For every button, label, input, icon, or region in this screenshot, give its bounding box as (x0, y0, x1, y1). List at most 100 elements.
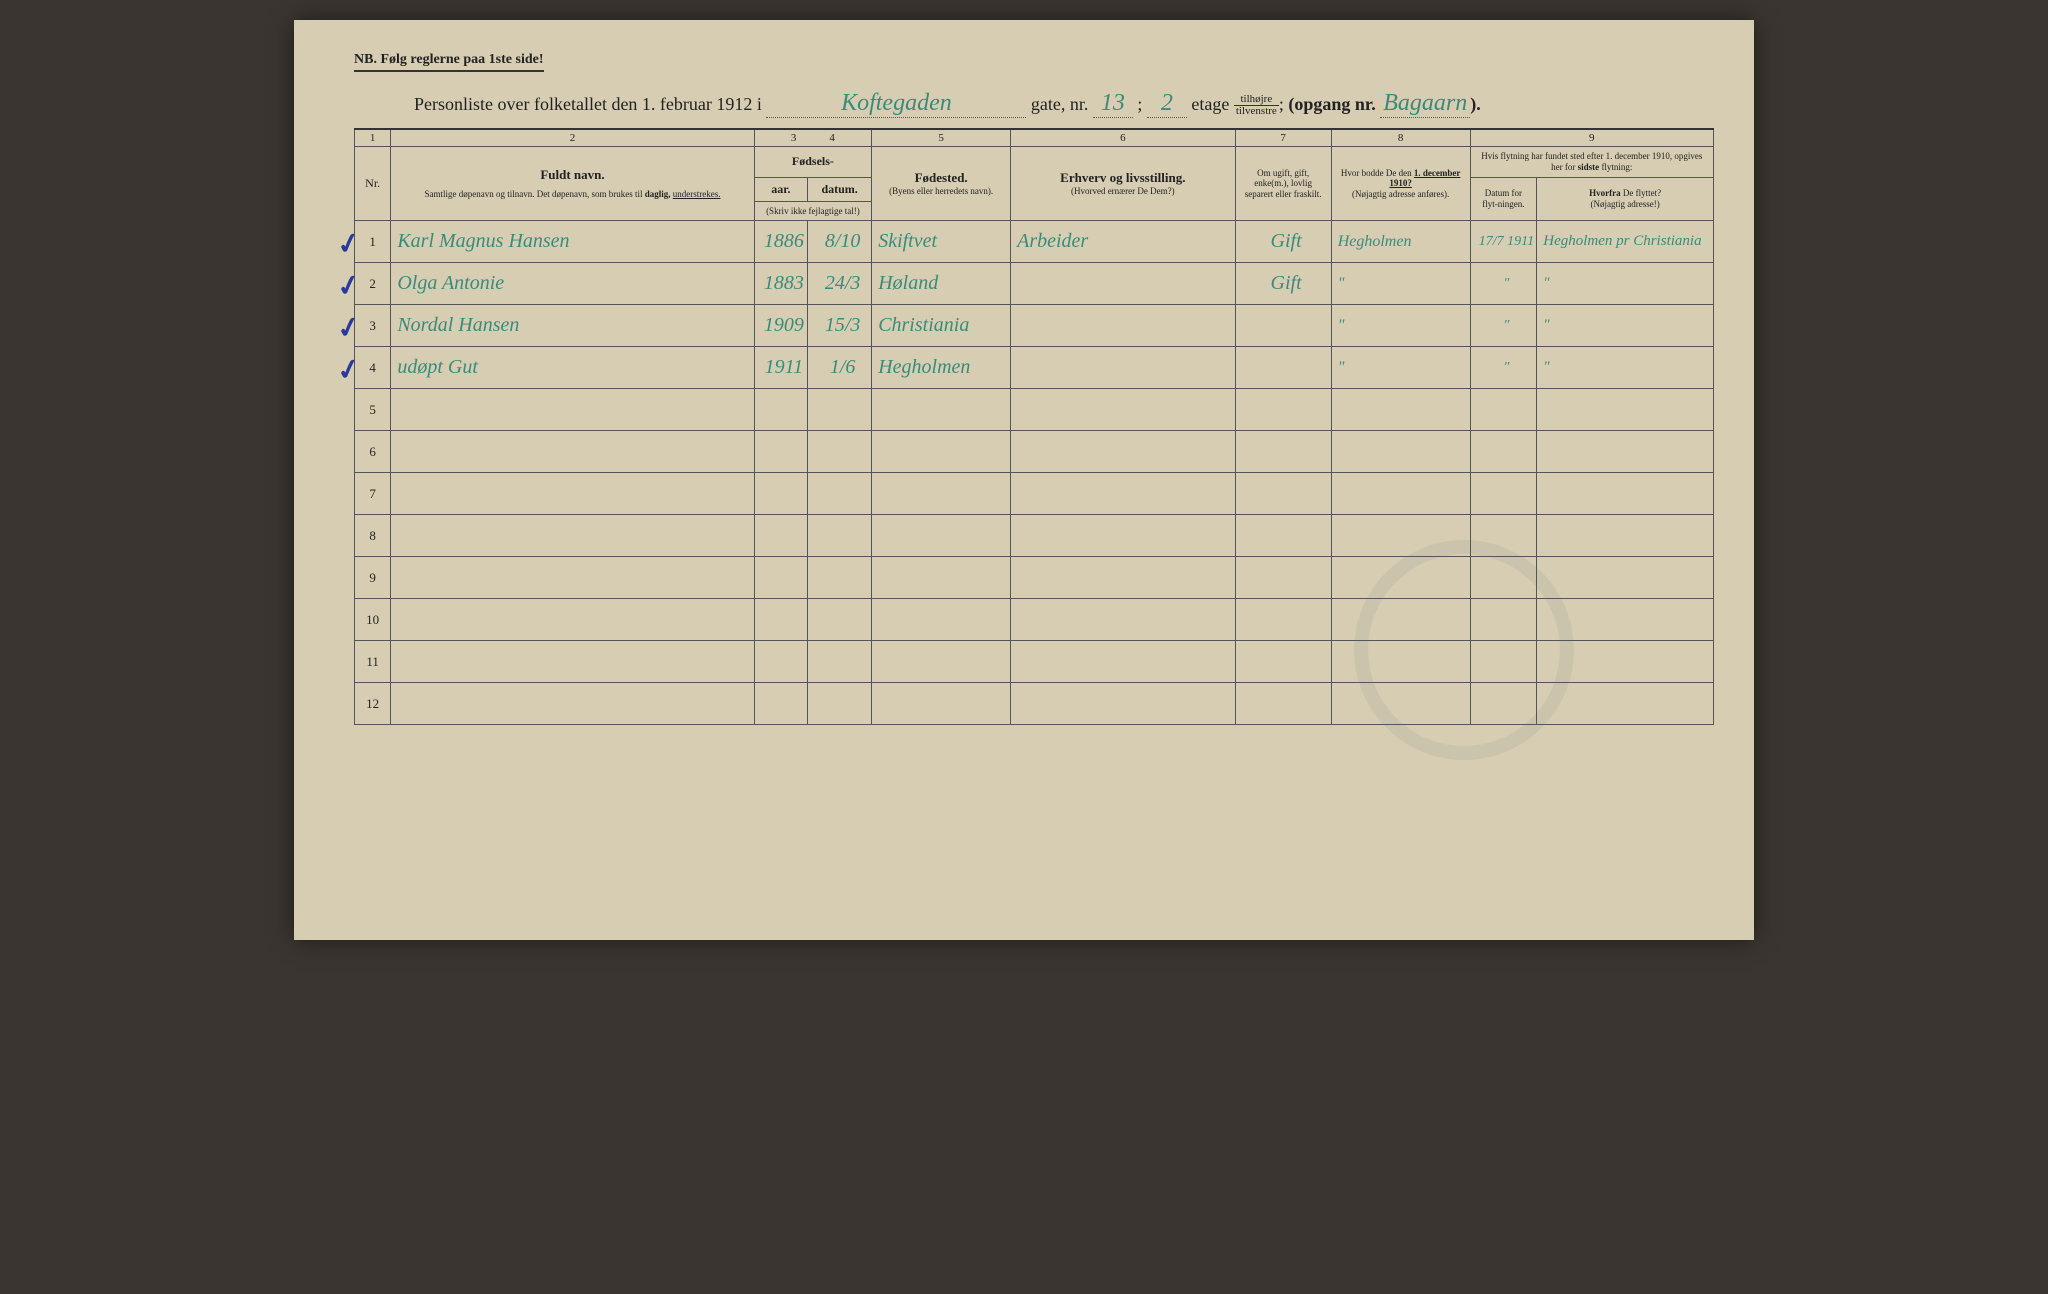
cell-moved-date: " (1470, 263, 1537, 305)
header-nr: Nr. (355, 147, 391, 221)
census-form-page: NB. Følg reglerne paa 1ste side! Personl… (294, 20, 1754, 940)
row-number: 11 (355, 641, 391, 683)
col-num-7: 7 (1235, 129, 1331, 147)
table-body: ✓1Karl Magnus Hansen18868/10SkiftvetArbe… (355, 221, 1714, 725)
col-num-9: 9 (1470, 129, 1713, 147)
cell-address1910: " (1331, 305, 1470, 347)
row-number: ✓1 (355, 221, 391, 263)
semicolon: ; (1137, 94, 1142, 114)
header-address1910: Hvor bodde De den 1. december 1910? (Nøj… (1331, 147, 1470, 221)
col-num-34: 3 4 (754, 129, 872, 147)
table-header: 1 2 3 4 5 6 7 8 9 Nr. Fuldt navn. Samtli… (355, 129, 1714, 221)
header-addr-title: Hvor bodde De den 1. december 1910? (1338, 168, 1464, 190)
cell-address1910: " (1331, 347, 1470, 389)
etage-label: etage (1191, 94, 1229, 114)
table-row: 10 (355, 599, 1714, 641)
column-number-row: 1 2 3 4 5 6 7 8 9 (355, 129, 1714, 147)
checkmark-icon: ✓ (334, 225, 364, 263)
row-number: 12 (355, 683, 391, 725)
row-number: 5 (355, 389, 391, 431)
table-row: ✓3Nordal Hansen190915/3Christiania""" (355, 305, 1714, 347)
header-occ-sub: (Hvorved ernærer De Dem?) (1017, 186, 1228, 197)
cell-occupation (1011, 347, 1235, 389)
cell-name: Olga Antonie (391, 263, 754, 305)
header-occ-title: Erhverv og livsstilling. (1017, 170, 1228, 186)
table-row: 6 (355, 431, 1714, 473)
close-paren: ). (1470, 94, 1481, 114)
cell-moved-from: Hegholmen pr Christiania (1537, 221, 1714, 263)
cell-occupation (1011, 305, 1235, 347)
cell-marital: Gift (1235, 263, 1331, 305)
checkmark-icon: ✓ (334, 351, 364, 389)
cell-address1910: " (1331, 263, 1470, 305)
cell-name: udøpt Gut (391, 347, 754, 389)
table-row: 8 (355, 515, 1714, 557)
header-addr-sub: (Nøjagtig adresse anføres). (1338, 189, 1464, 200)
cell-year: 1909 (754, 305, 807, 347)
header-moved-from: Hvorfra De flyttet? (Nøjagtig adresse!) (1537, 177, 1714, 221)
cell-name: Karl Magnus Hansen (391, 221, 754, 263)
header-datum: datum. (808, 177, 872, 201)
header-birthplace-sub: (Byens eller herredets navn). (878, 186, 1004, 197)
cell-marital (1235, 347, 1331, 389)
fraction-bot: tilvenstre (1234, 106, 1279, 117)
header-marital: Om ugift, gift, enke(m.), lovlig separer… (1235, 147, 1331, 221)
header-row-main: Nr. Fuldt navn. Samtlige døpenavn og til… (355, 147, 1714, 178)
cell-moved-from: " (1537, 347, 1714, 389)
opgang-value: Bagaarn (1380, 90, 1470, 118)
cell-moved-date: " (1470, 305, 1537, 347)
cell-occupation: Arbeider (1011, 221, 1235, 263)
nb-instruction: NB. Følg reglerne paa 1ste side! (354, 52, 544, 72)
table-row: 7 (355, 473, 1714, 515)
table-row: 5 (355, 389, 1714, 431)
cell-marital (1235, 305, 1331, 347)
col-num-6: 6 (1011, 129, 1235, 147)
row-number: 9 (355, 557, 391, 599)
street-name: Koftegaden (766, 90, 1026, 118)
header-fodsels: Fødsels- (754, 147, 872, 178)
fraction-punct: ; (1279, 94, 1284, 114)
cell-year: 1911 (754, 347, 807, 389)
header-skriv-ikke: (Skriv ikke fejlagtige tal!) (754, 201, 872, 221)
cell-marital: Gift (1235, 221, 1331, 263)
table-row: ✓1Karl Magnus Hansen18868/10SkiftvetArbe… (355, 221, 1714, 263)
col-num-2: 2 (391, 129, 754, 147)
row-number: ✓2 (355, 263, 391, 305)
col-num-5: 5 (872, 129, 1011, 147)
cell-moved-from: " (1537, 305, 1714, 347)
table-row: 11 (355, 641, 1714, 683)
header-name: Fuldt navn. Samtlige døpenavn og tilnavn… (391, 147, 754, 221)
header-moved-date: Datum for flyt-ningen. (1470, 177, 1537, 221)
table-row: 12 (355, 683, 1714, 725)
header-name-title: Fuldt navn. (397, 167, 747, 183)
cell-moved-date: " (1470, 347, 1537, 389)
table-row: ✓4udøpt Gut19111/6Hegholmen""" (355, 347, 1714, 389)
checkmark-icon: ✓ (334, 267, 364, 305)
cell-date: 15/3 (808, 305, 872, 347)
row-number: 6 (355, 431, 391, 473)
cell-address1910: Hegholmen (1331, 221, 1470, 263)
cell-occupation (1011, 263, 1235, 305)
row-number: 7 (355, 473, 391, 515)
cell-birthplace: Skiftvet (872, 221, 1011, 263)
header-occupation: Erhverv og livsstilling. (Hvorved ernære… (1011, 147, 1235, 221)
cell-birthplace: Christiania (872, 305, 1011, 347)
cell-birthplace: Høland (872, 263, 1011, 305)
header-moved-from-sub: (Nøjagtig adresse!) (1543, 199, 1707, 210)
side-fraction: tilhøjre tilvenstre (1234, 94, 1279, 117)
header-birthplace-title: Fødested. (878, 170, 1004, 186)
etage-number: 2 (1147, 90, 1187, 118)
row-number: 10 (355, 599, 391, 641)
gate-number: 13 (1093, 90, 1133, 118)
col-num-8: 8 (1331, 129, 1470, 147)
row-number: ✓4 (355, 347, 391, 389)
cell-moved-from: " (1537, 263, 1714, 305)
cell-moved-date: 17/7 1911 (1470, 221, 1537, 263)
cell-date: 1/6 (808, 347, 872, 389)
header-birthplace: Fødested. (Byens eller herredets navn). (872, 147, 1011, 221)
row-number: 8 (355, 515, 391, 557)
header-aar: aar. (754, 177, 807, 201)
col-num-1: 1 (355, 129, 391, 147)
opgang-label: (opgang nr. (1288, 94, 1375, 114)
cell-year: 1883 (754, 263, 807, 305)
